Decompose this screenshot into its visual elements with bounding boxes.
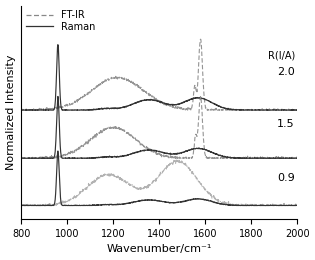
Text: 1.5: 1.5 <box>277 119 295 129</box>
Y-axis label: Normalized Intensity: Normalized Intensity <box>6 55 15 170</box>
Text: R(I/A): R(I/A) <box>267 50 295 61</box>
Text: 2.0: 2.0 <box>277 67 295 77</box>
Legend: FT-IR, Raman: FT-IR, Raman <box>24 9 97 34</box>
X-axis label: Wavenumber/cm⁻¹: Wavenumber/cm⁻¹ <box>106 244 212 255</box>
Text: 0.9: 0.9 <box>277 173 295 183</box>
